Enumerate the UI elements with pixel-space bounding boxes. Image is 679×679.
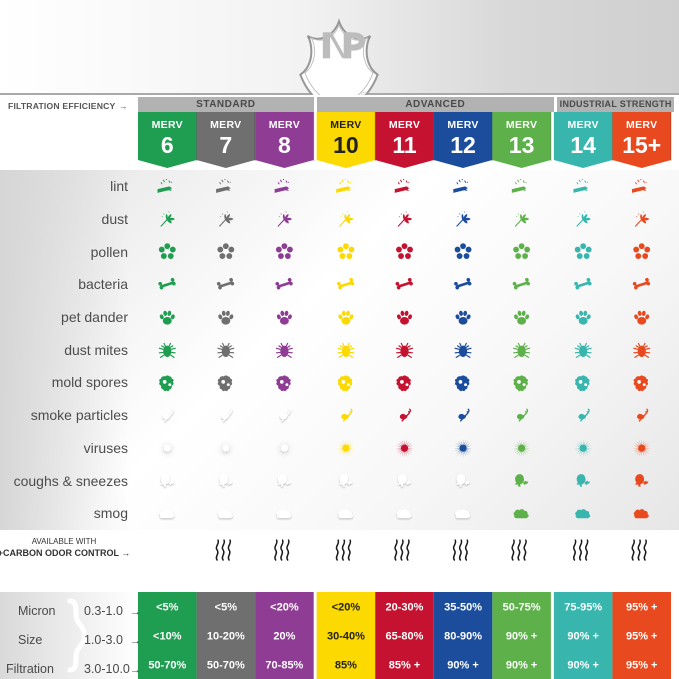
svg-text:Size: Size [18,633,42,647]
svg-text:0.3-1.0: 0.3-1.0 [84,604,123,618]
svg-text:1.0-3.0: 1.0-3.0 [84,633,123,647]
svg-text:→: → [130,664,141,676]
svg-text:Micron: Micron [18,604,56,618]
svg-text:3.0-10.0: 3.0-10.0 [84,662,130,676]
svg-text:→: → [130,606,141,618]
svg-text:Filtration: Filtration [6,662,54,676]
svg-text:→: → [130,635,141,647]
